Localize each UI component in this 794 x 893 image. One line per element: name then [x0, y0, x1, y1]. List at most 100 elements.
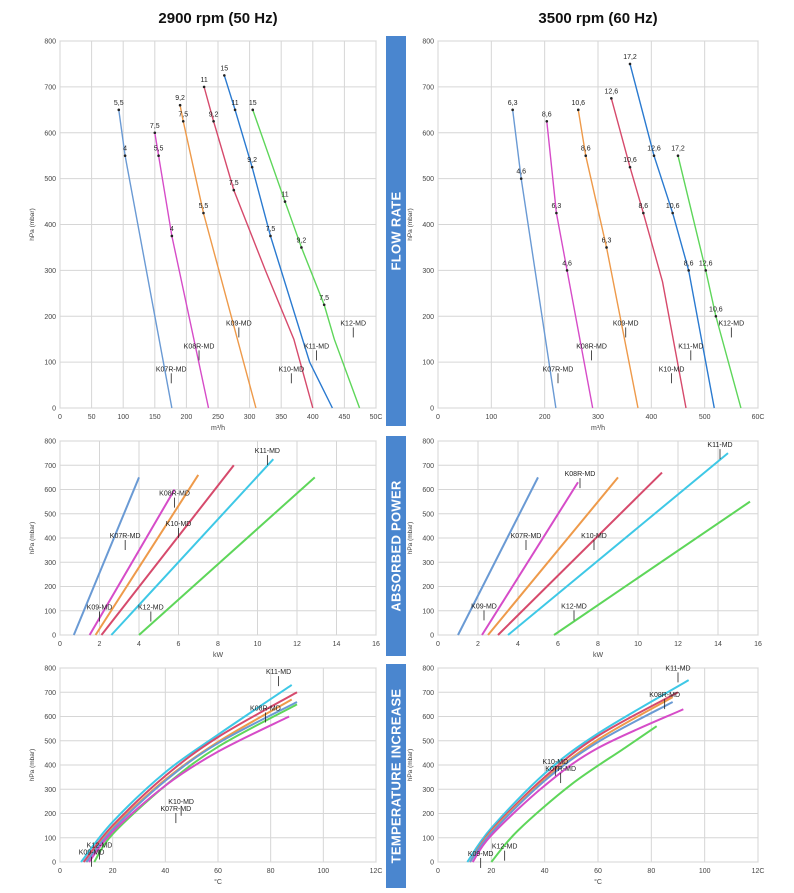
x-tick-label: 50C [370, 414, 383, 421]
data-point [223, 74, 226, 77]
curve-label: K07R-MD [545, 766, 576, 773]
series-line-k11-md [110, 458, 275, 636]
curve-label: K10-MD [168, 799, 194, 806]
x-tick-label: 300 [244, 414, 256, 421]
y-tick-label: 500 [422, 511, 434, 518]
curve-label: K08R-MD [184, 343, 215, 350]
x-tick-label: 14 [714, 641, 722, 648]
data-point [123, 154, 127, 157]
series-line-k09-md [487, 476, 619, 636]
series-line-k07r-md [469, 701, 674, 863]
curve-label: K12-MD [87, 842, 113, 849]
series-line-k12-md [553, 500, 751, 636]
x-tick-label: 8 [216, 641, 220, 648]
x-tick-label: 14 [333, 641, 341, 648]
data-point [251, 108, 255, 112]
curve-label: K10-MD [278, 366, 304, 373]
data-label: 10,6 [666, 203, 680, 210]
series-line-k10-md [100, 464, 235, 636]
data-point [704, 269, 708, 272]
y-tick-label: 0 [52, 406, 56, 413]
series-line-k08r-md [88, 488, 176, 636]
y-tick-label: 800 [44, 39, 56, 46]
data-label: 7,5 [150, 123, 160, 130]
x-axis-label: °C [594, 878, 602, 886]
series-line-k10-md [497, 471, 663, 636]
data-label: 8,6 [542, 111, 552, 118]
x-tick-label: 8 [596, 641, 600, 648]
data-point [605, 246, 608, 249]
y-tick-label: 0 [430, 406, 434, 413]
curve-label: K12-MD [718, 320, 744, 327]
x-tick-label: 450 [339, 414, 351, 421]
data-label: 5,5 [114, 100, 124, 107]
data-label: 6,3 [552, 203, 562, 210]
y-tick-label: 0 [52, 860, 56, 867]
y-tick-label: 300 [44, 560, 56, 567]
curve-label: K12-MD [561, 603, 587, 610]
x-tick-label: 0 [58, 868, 62, 875]
series-line-k08r-md [546, 121, 594, 409]
data-point [178, 103, 182, 107]
y-tick-label: 100 [422, 835, 434, 842]
y-axis-label: hPa (mbar) [407, 749, 414, 782]
data-point [584, 154, 588, 157]
x-tick-label: 16 [372, 641, 380, 648]
data-label: 5,5 [154, 146, 164, 153]
y-tick-label: 600 [422, 714, 434, 721]
y-tick-label: 800 [422, 666, 434, 673]
curve-label: K09-MD [79, 850, 105, 857]
curve-label: K12-MD [492, 844, 518, 851]
x-tick-label: 4 [137, 641, 141, 648]
band-temperature-increase: TEMPERATURE INCREASE [386, 664, 406, 888]
x-tick-label: 80 [267, 868, 275, 875]
data-label: 4 [123, 146, 127, 153]
data-point [283, 200, 287, 203]
curve-label: K09-MD [468, 851, 494, 858]
series-line-k10-md [203, 86, 314, 409]
y-tick-label: 100 [44, 608, 56, 615]
x-axis-label: m³/h [591, 425, 605, 432]
y-tick-label: 100 [44, 835, 56, 842]
curve-label: K08R-MD [250, 705, 281, 712]
y-tick-label: 500 [422, 738, 434, 745]
data-point [322, 303, 326, 307]
x-axis-label: kW [213, 652, 224, 659]
series-line-k08r-md [481, 481, 579, 636]
x-tick-label: 60 [594, 868, 602, 875]
data-point [153, 131, 157, 135]
curve-label: K10-MD [659, 366, 685, 373]
chart-power-60hz: 0 2 4 6 8 10 12 14 16 0 100 200 300 400 500 600 700 800 kW… [407, 439, 762, 660]
x-tick-label: 4 [516, 641, 520, 648]
series-line-k11-md [507, 452, 729, 636]
y-axis-label: hPa (mbar) [407, 522, 414, 555]
series-line-k07r-md [457, 476, 539, 636]
y-axis-label: hPa (mbar) [407, 208, 414, 241]
data-label: 8,6 [684, 260, 694, 267]
data-label: 7,5 [178, 111, 188, 118]
series-line-k10-md [82, 691, 298, 863]
x-tick-label: 6 [556, 641, 560, 648]
data-label: 5,5 [199, 203, 209, 210]
series-line-k09-md [94, 474, 200, 636]
data-point [576, 108, 580, 112]
header-50hz: 2900 rpm (50 Hz) [158, 10, 278, 27]
x-tick-label: 12C [370, 868, 383, 875]
y-tick-label: 200 [422, 811, 434, 818]
y-tick-label: 700 [44, 84, 56, 91]
curve-label: K11-MD [304, 343, 329, 350]
series-line-k11-md [466, 679, 690, 863]
data-label: 11 [231, 100, 238, 107]
series-line-k07r-md [85, 701, 298, 863]
x-tick-label: 250 [212, 414, 224, 421]
series-line-k12-md [490, 725, 658, 863]
x-tick-label: 200 [539, 414, 551, 421]
x-tick-label: 10 [634, 641, 642, 648]
curve-label: K10-MD [581, 533, 607, 540]
curve-label: K09-MD [471, 603, 497, 610]
x-tick-label: 150 [149, 414, 161, 421]
chart-temp-50hz: 0 20 40 60 80 100 12C 0 100 200 300 400 500 600 700 800… [29, 666, 382, 887]
y-tick-label: 0 [430, 633, 434, 640]
chart-temp-60hz: 0 20 40 60 80 100 12C 0 100 200 300 400 500 600 700 800… [407, 665, 764, 886]
